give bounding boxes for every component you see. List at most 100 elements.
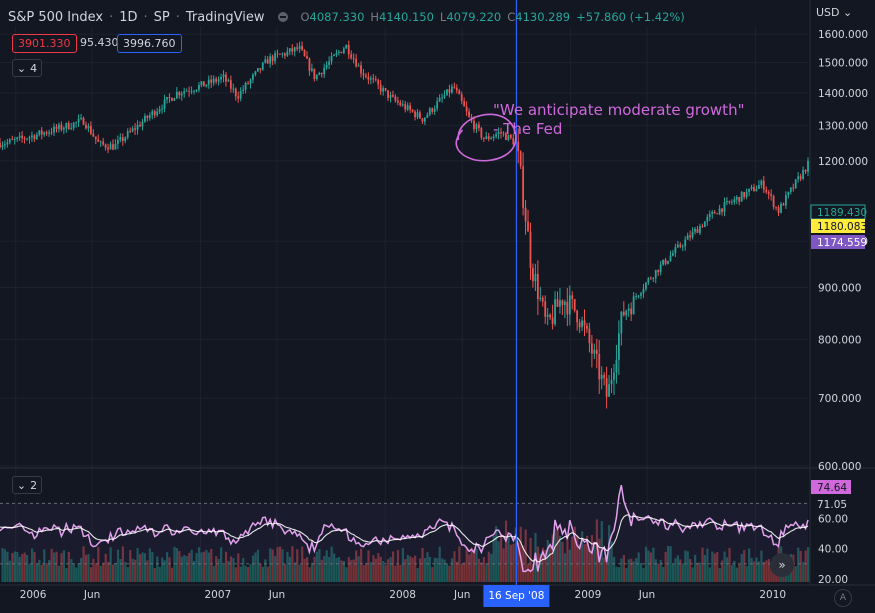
candle-body bbox=[342, 48, 345, 53]
candle-body bbox=[58, 124, 60, 129]
volume-bar bbox=[210, 548, 213, 582]
candle-body bbox=[738, 197, 741, 202]
sell-price-box[interactable]: 3901.330 bbox=[12, 34, 77, 53]
candle-body bbox=[13, 139, 16, 140]
interval[interactable]: 1D bbox=[119, 9, 138, 25]
candle-body bbox=[234, 88, 237, 97]
candle-body bbox=[573, 298, 576, 311]
candle-body bbox=[217, 79, 220, 82]
candle-body bbox=[527, 221, 529, 232]
candle-body bbox=[33, 135, 36, 140]
volume-bar bbox=[531, 563, 535, 582]
volume-bar bbox=[84, 554, 88, 582]
volume-bar bbox=[463, 562, 466, 582]
candle-body bbox=[478, 124, 480, 129]
candle-body bbox=[261, 62, 264, 70]
price-tick-label: 1400.000 bbox=[818, 88, 868, 100]
volume-bar bbox=[232, 557, 235, 582]
candle-body bbox=[507, 134, 510, 141]
candle-body bbox=[600, 374, 603, 380]
volume-bar bbox=[249, 563, 252, 582]
candle-body bbox=[308, 58, 311, 71]
candle-body bbox=[659, 264, 662, 273]
candle-body bbox=[753, 187, 755, 192]
volume-bar bbox=[13, 551, 16, 582]
volume-bar bbox=[156, 556, 159, 582]
volume-bar bbox=[654, 559, 657, 582]
currency-selector[interactable]: USD ⌄ bbox=[816, 6, 852, 19]
volume-bar bbox=[389, 557, 392, 582]
volume-bar bbox=[141, 552, 144, 582]
candle-body bbox=[610, 379, 613, 385]
volume-bar bbox=[158, 566, 161, 582]
volume-bar bbox=[649, 552, 653, 582]
candle-body bbox=[699, 226, 701, 233]
candle-body bbox=[757, 185, 760, 189]
volume-bar bbox=[426, 552, 429, 582]
indicators-toggle[interactable]: ⌄ 4 bbox=[12, 59, 42, 77]
candle-body bbox=[8, 139, 11, 143]
volume-bar bbox=[281, 549, 284, 582]
candle-body bbox=[433, 108, 436, 112]
volume-bar bbox=[48, 560, 51, 582]
candle-body bbox=[26, 138, 28, 140]
candle-body bbox=[0, 142, 1, 148]
volume-bar bbox=[713, 553, 716, 582]
candle-body bbox=[487, 136, 490, 140]
time-tick-label: Jun bbox=[638, 589, 655, 601]
candle-body bbox=[431, 108, 434, 112]
volume-bar bbox=[433, 557, 436, 582]
candle-body bbox=[544, 301, 547, 317]
volume-bar bbox=[340, 560, 343, 582]
volume-bar bbox=[770, 564, 773, 582]
auto-scale-button[interactable]: A bbox=[834, 589, 852, 607]
candle-body bbox=[509, 134, 512, 139]
volume-bar bbox=[468, 554, 471, 582]
candle-body bbox=[657, 269, 660, 273]
candle-body bbox=[384, 88, 387, 91]
volume-bar bbox=[195, 552, 198, 582]
volume-bar bbox=[151, 551, 154, 582]
volume-bar bbox=[755, 557, 758, 582]
candle-body bbox=[229, 80, 232, 89]
volume-bar bbox=[350, 560, 353, 582]
candle-body bbox=[212, 78, 215, 83]
market-status-icon[interactable] bbox=[278, 12, 289, 22]
volume-bar bbox=[200, 552, 203, 582]
volume-bar bbox=[227, 561, 230, 582]
volume-bar bbox=[669, 546, 672, 582]
volume-bar bbox=[752, 561, 756, 582]
crosshair-date-label: 16 Sep '08 bbox=[488, 590, 544, 602]
volume-bar bbox=[224, 551, 228, 582]
candle-body bbox=[401, 104, 404, 106]
candle-body bbox=[475, 124, 478, 130]
volume-bar bbox=[551, 534, 554, 582]
symbol-name[interactable]: S&P 500 Index bbox=[8, 9, 104, 25]
candle-body bbox=[443, 95, 446, 98]
candle-body bbox=[608, 384, 610, 397]
scroll-to-realtime-button[interactable]: » bbox=[770, 553, 794, 577]
volume-bar bbox=[18, 556, 21, 582]
candle-body bbox=[151, 111, 154, 116]
volume-bar bbox=[313, 556, 316, 582]
candle-body bbox=[789, 187, 792, 192]
candle-body bbox=[379, 84, 382, 92]
volume-bar bbox=[193, 560, 196, 582]
candle-body bbox=[563, 301, 566, 305]
candle-body bbox=[662, 259, 665, 265]
candle-body bbox=[225, 74, 227, 82]
candle-body bbox=[365, 75, 367, 77]
candle-body bbox=[772, 196, 775, 207]
price-tick-label: 1200.000 bbox=[818, 156, 868, 168]
currency-label: USD bbox=[816, 6, 840, 19]
volume-bar bbox=[38, 559, 41, 582]
candle-body bbox=[674, 247, 677, 254]
time-tick-label: 2008 bbox=[389, 589, 416, 601]
volume-bar bbox=[472, 549, 476, 582]
oscillator-toggle[interactable]: ⌄ 2 bbox=[12, 476, 42, 494]
buy-price-box[interactable]: 3996.760 bbox=[117, 34, 182, 53]
candle-body bbox=[681, 246, 684, 248]
volume-bar bbox=[234, 567, 237, 582]
